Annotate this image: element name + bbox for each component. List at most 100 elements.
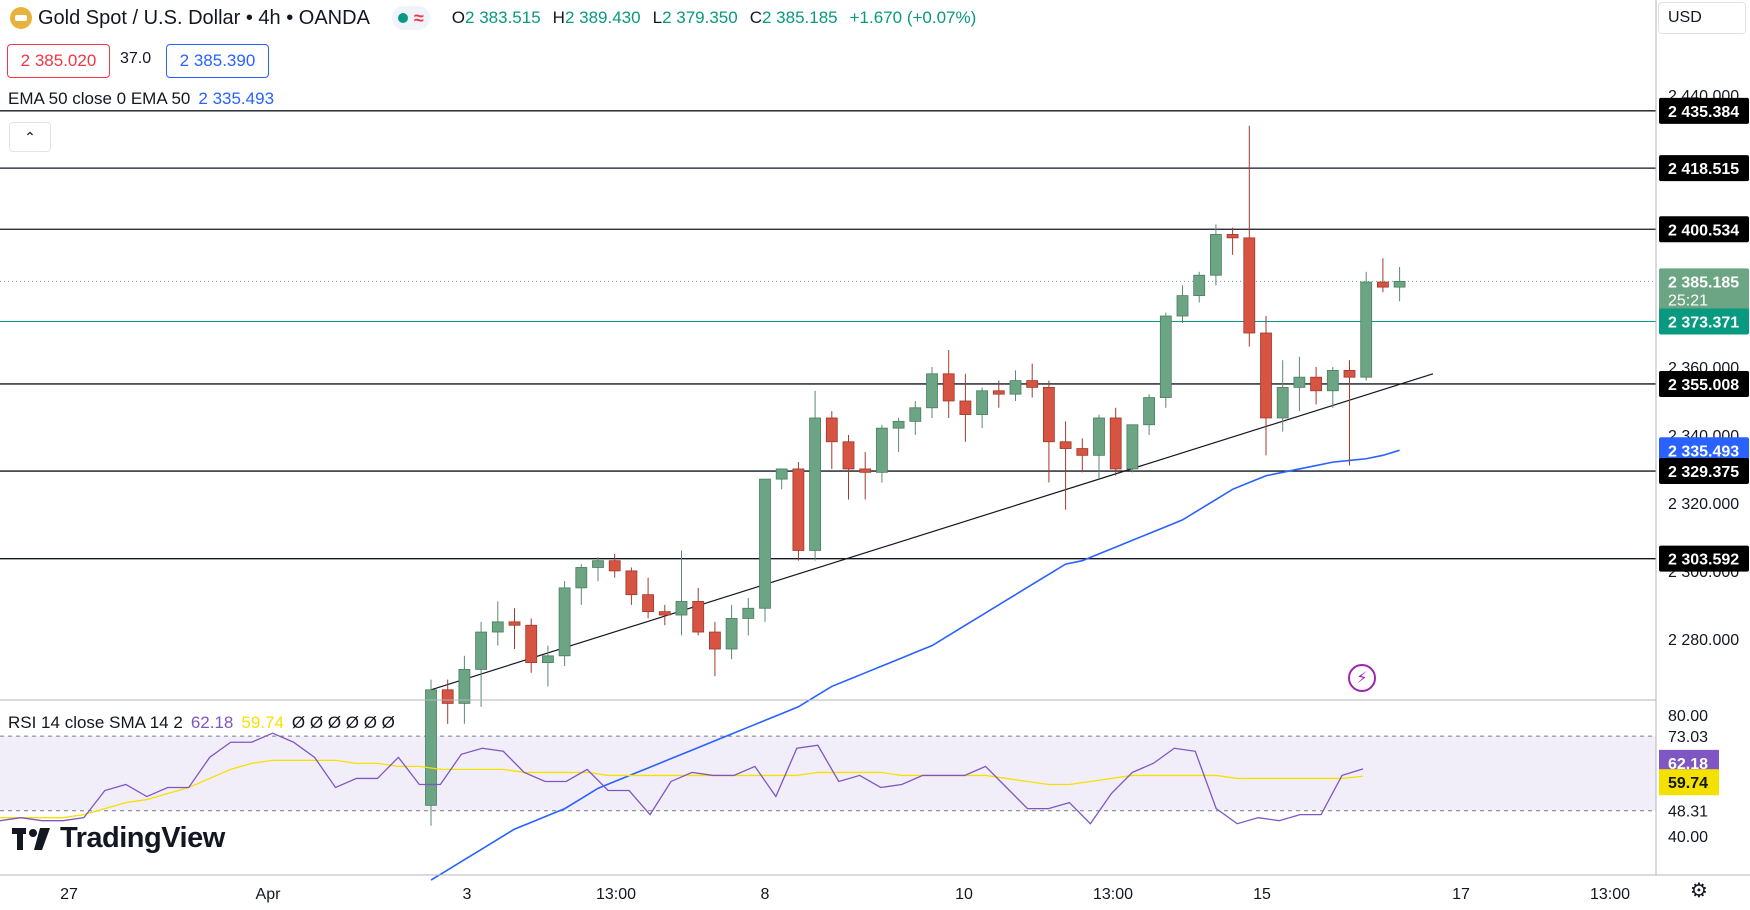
rsi-axis-label-text: 62.18	[1668, 756, 1708, 773]
symbol-title[interactable]: Gold Spot / U.S. Dollar • 4h • OANDA	[38, 6, 370, 29]
candle	[1293, 356, 1306, 412]
time-tick-label: 13:00	[1093, 886, 1133, 903]
candle-body	[592, 560, 604, 568]
low-label: L	[652, 8, 663, 27]
candle	[809, 390, 821, 561]
rsi-tick-label: 48.31	[1668, 804, 1708, 821]
price-axis-label-text: 2 400.534	[1668, 222, 1739, 239]
candle	[1143, 394, 1155, 435]
candle	[842, 434, 855, 500]
candle-body	[909, 407, 922, 422]
candle	[1377, 258, 1389, 293]
open-value: 2 383.515	[465, 8, 541, 27]
price-axis-label-text: 2 335.493	[1668, 443, 1739, 460]
rsi-legend[interactable]: RSI 14 close SMA 14 2 62.18 59.74 Ø Ø Ø …	[8, 713, 395, 733]
tradingview-logo: TradingView	[12, 822, 225, 855]
buy-button[interactable]: 2 385.390	[166, 44, 269, 78]
candle-body	[491, 621, 504, 633]
candle	[976, 387, 988, 429]
change-value: +1.670 (+0.07%)	[849, 8, 977, 27]
candle-body	[1226, 234, 1239, 239]
candle-body	[792, 468, 805, 551]
currency-select[interactable]: USD	[1658, 2, 1746, 34]
sell-button[interactable]: 2 385.020	[7, 44, 110, 78]
candle	[692, 587, 705, 636]
candle	[1393, 266, 1406, 302]
candle	[675, 550, 688, 636]
wave-icon: ≈	[413, 8, 424, 28]
price-axis-label-bg	[1659, 458, 1749, 485]
candle-body	[1143, 397, 1155, 426]
candle-body	[876, 427, 888, 473]
open-label: O	[451, 8, 466, 27]
candle	[1326, 366, 1339, 408]
candle-body	[1243, 237, 1256, 334]
candle	[1176, 285, 1189, 323]
status-pill[interactable]: ≈	[391, 6, 430, 30]
candle-body	[1059, 441, 1072, 449]
candle	[1009, 370, 1022, 401]
candle	[759, 478, 771, 622]
rsi-tick-label: 40.00	[1668, 829, 1708, 846]
candle-body	[1326, 369, 1339, 392]
spread-value: 37.0	[120, 50, 152, 67]
candle-body	[658, 611, 671, 616]
time-tick-label: 3	[463, 886, 472, 903]
low-value: 2 379.350	[662, 8, 738, 27]
candle-body	[992, 390, 1005, 395]
rsi-legend-value: 62.18	[190, 713, 234, 732]
rsi-lines	[0, 732, 1364, 825]
candle-body	[475, 631, 488, 670]
candle	[775, 468, 788, 490]
candle-body	[926, 373, 938, 409]
candle-body	[675, 601, 688, 616]
candle-body	[1393, 281, 1406, 288]
price-axis-label-bg	[1659, 268, 1749, 311]
settings-gear-icon[interactable]: ⚙	[1690, 880, 1708, 902]
rsi-legend-extra: Ø Ø Ø Ø Ø Ø	[291, 713, 395, 732]
candle	[1310, 366, 1322, 405]
candle-body	[1276, 386, 1289, 419]
candle	[1193, 271, 1206, 303]
candle	[1210, 224, 1222, 286]
candle	[1026, 363, 1039, 398]
candle-body	[575, 567, 588, 589]
price-axis-label-bg	[1659, 308, 1749, 335]
rsi-line	[0, 732, 1364, 825]
price-axis-label-text: 2 303.592	[1668, 552, 1739, 569]
gold-symbol-icon	[10, 7, 32, 29]
price-axis-label: 2 329.375	[1659, 458, 1749, 485]
candle-body	[458, 669, 471, 704]
candle	[642, 577, 654, 619]
rsi-sma-line	[0, 759, 1364, 819]
candle	[1360, 271, 1373, 381]
collapse-legend-button[interactable]: ⌃	[9, 122, 51, 152]
time-tick-label: 13:00	[1590, 886, 1630, 903]
logo-text: TradingView	[60, 822, 225, 854]
rsi-axis-label-text: 59.74	[1668, 775, 1708, 792]
price-axis-label-bg	[1659, 437, 1749, 464]
time-tick-label: 27	[60, 886, 78, 903]
candle-body	[959, 400, 972, 415]
price-axis-label-text: 2 418.515	[1668, 161, 1739, 178]
ema-legend[interactable]: EMA 50 close 0 EMA 50 2 335.493	[8, 89, 274, 109]
candle-body	[742, 607, 755, 619]
candle	[508, 608, 521, 650]
candle	[1159, 312, 1172, 408]
candle-body	[759, 478, 771, 609]
price-axis-label-text: 2 329.375	[1668, 464, 1739, 481]
candle	[592, 557, 604, 582]
candle-body	[1026, 380, 1039, 388]
candle	[792, 462, 805, 561]
rsi-axis-label-bg	[1659, 769, 1719, 796]
candle-body	[1176, 295, 1189, 317]
candle	[525, 618, 538, 673]
candle	[491, 601, 504, 646]
chart-header: Gold Spot / U.S. Dollar • 4h • OANDA ≈ O…	[0, 0, 976, 36]
lightning-icon[interactable]: ⚡	[1348, 664, 1376, 692]
candle-body	[1093, 417, 1105, 456]
candle	[1226, 227, 1239, 255]
candle-body	[625, 570, 638, 596]
